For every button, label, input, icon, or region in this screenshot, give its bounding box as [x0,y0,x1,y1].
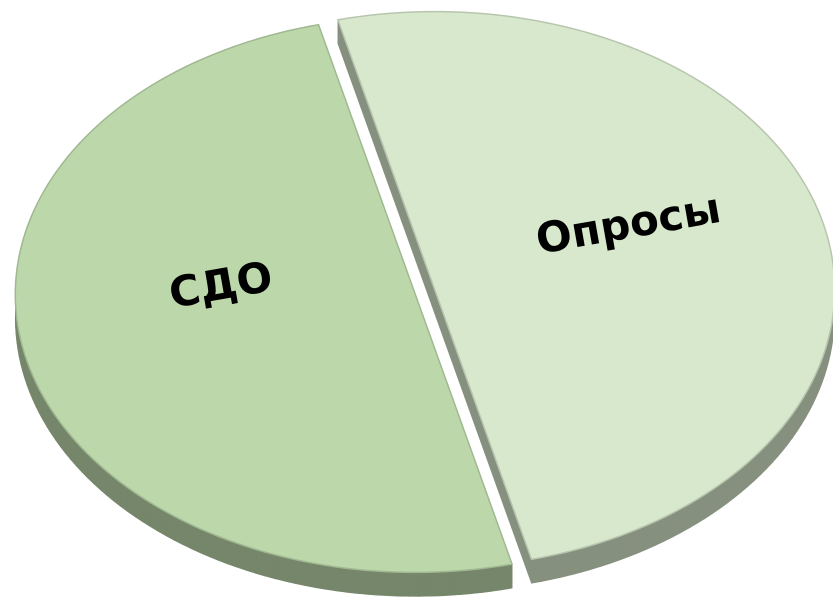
slice-side [551,552,562,580]
slice-side [265,551,276,580]
slice [336,10,833,561]
slice-side [541,555,552,582]
slice-side [619,532,629,561]
slice-side [637,524,647,554]
slice-side [200,528,210,558]
slice-side [294,559,306,587]
slice-side [218,535,228,565]
slice-side [600,539,611,567]
slice-side [628,528,639,558]
slice-side [208,532,219,561]
slice-side [609,535,620,564]
slice-side [314,563,326,590]
slice-side [397,571,409,597]
slice-side [590,542,601,570]
slice-side [345,567,357,594]
slice-side [581,545,592,573]
slice-side [418,571,430,597]
slice-side [255,548,266,577]
slice-side [571,547,582,576]
slice-side [325,564,336,592]
slice-side [236,542,247,571]
slice-side [274,554,286,582]
slice-side [366,570,378,596]
slice-side [491,565,503,592]
slice-side [501,563,513,591]
slice-side [460,569,472,595]
slice-side [470,568,482,595]
slice-side [227,539,238,568]
slice-side [304,561,316,588]
slice-side [481,566,492,593]
slice-side [387,571,399,597]
slice-side [245,545,257,574]
slice-side [449,570,461,596]
slice-side [284,556,296,584]
slice-side [408,572,420,597]
slice-side [531,557,542,584]
slice-side [646,520,656,550]
slice-side [428,571,441,597]
slice-side [376,570,388,597]
slice-side [335,566,347,593]
slice [14,23,514,574]
slice-side [561,550,572,578]
slice-side [439,571,451,597]
slice-side [355,569,367,595]
